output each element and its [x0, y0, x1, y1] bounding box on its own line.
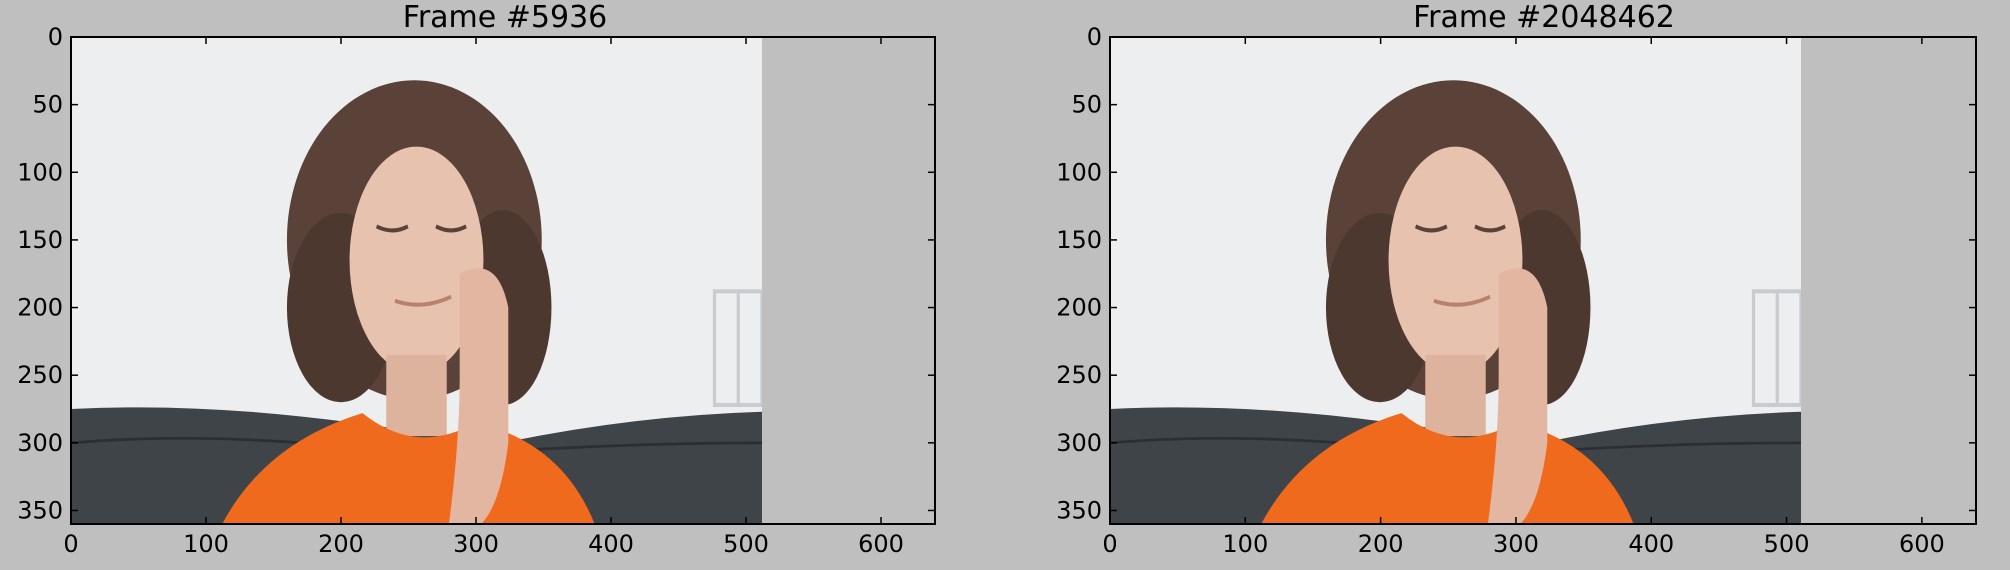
y-tick-label: 200: [1056, 294, 1102, 322]
x-tick-label: 600: [1899, 530, 1945, 558]
x-tick-label: 100: [1222, 530, 1268, 558]
panel-2-image: [1110, 37, 1801, 524]
x-tick-label: 0: [1102, 530, 1117, 558]
panel-2-axes-frame: [1109, 36, 1977, 525]
x-tick-label: 600: [858, 530, 904, 558]
y-tick-label: 50: [32, 91, 63, 119]
panel-1-title: Frame #5936: [403, 0, 608, 35]
y-tick-label: 0: [48, 23, 63, 51]
x-tick-label: 300: [453, 530, 499, 558]
panel-1-person-face-icon: [71, 37, 762, 524]
panel-1: Frame #5936 0 100 200 300 400 500 600 0 50 100 150…: [17, 0, 936, 558]
x-tick-label: 0: [63, 530, 78, 558]
y-tick-label: 150: [1056, 226, 1102, 254]
panel-1-axes-frame: [70, 36, 936, 525]
y-tick-label: 350: [1056, 496, 1102, 524]
y-tick-label: 200: [17, 294, 63, 322]
x-tick-label: 200: [1358, 530, 1404, 558]
y-tick-label: 50: [1071, 91, 1102, 119]
panel-2-person-face-icon: [1110, 37, 1801, 524]
y-tick-label: 150: [17, 226, 63, 254]
x-tick-label: 500: [723, 530, 769, 558]
y-tick-label: 250: [17, 361, 63, 389]
y-tick-label: 300: [17, 429, 63, 457]
x-tick-label: 200: [318, 530, 364, 558]
y-tick-label: 100: [17, 158, 63, 186]
y-tick-label: 0: [1087, 23, 1102, 51]
panel-2-title: Frame #2048462: [1413, 0, 1675, 35]
y-tick-label: 250: [1056, 361, 1102, 389]
x-tick-label: 300: [1493, 530, 1539, 558]
y-tick-label: 100: [1056, 158, 1102, 186]
x-tick-label: 400: [588, 530, 634, 558]
panel-1-image: [71, 37, 762, 524]
panel-2: Frame #2048462 0 100 200 300 400 500 600 0 50 100…: [1056, 0, 1977, 558]
y-tick-label: 300: [1056, 429, 1102, 457]
x-tick-label: 400: [1628, 530, 1674, 558]
y-tick-label: 350: [17, 496, 63, 524]
x-tick-label: 500: [1764, 530, 1810, 558]
x-tick-label: 100: [183, 530, 229, 558]
